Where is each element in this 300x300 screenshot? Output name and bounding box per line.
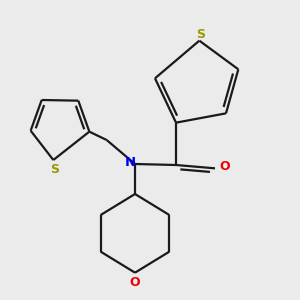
Text: S: S: [50, 163, 59, 176]
Text: O: O: [130, 276, 140, 289]
Text: O: O: [219, 160, 230, 173]
Text: N: N: [124, 156, 136, 169]
Text: S: S: [196, 28, 205, 41]
